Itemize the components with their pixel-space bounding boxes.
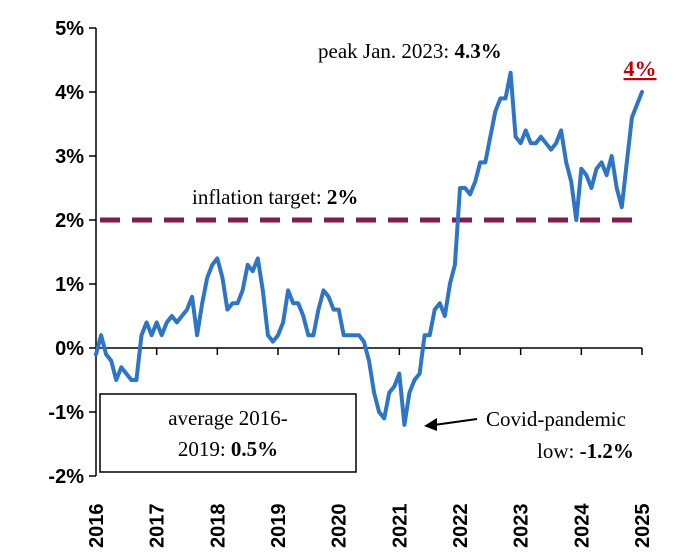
y-tick-label: 4% bbox=[55, 82, 84, 104]
target-annotation: inflation target: 2% bbox=[192, 185, 358, 209]
average-line2: 2019: 0.5% bbox=[178, 437, 278, 461]
peak-value: 4.3% bbox=[454, 39, 501, 63]
last-value-label: 4% bbox=[624, 56, 657, 81]
x-axis: 2016 2017 2018 2019 2020 2021 2022 2023 2024 2025 bbox=[86, 347, 654, 549]
x-tick-label: 2022 bbox=[450, 504, 472, 549]
y-axis: -2% -1% 0% 1% 2% 3% 4% 5% bbox=[48, 18, 97, 488]
y-tick-label: 2% bbox=[55, 210, 84, 232]
covid-line1: Covid-pandemic bbox=[486, 407, 626, 431]
x-tick-label: 2023 bbox=[511, 504, 533, 549]
y-tick-label: 5% bbox=[55, 18, 84, 40]
average-box bbox=[99, 393, 357, 473]
covid-line2: low: -1.2% bbox=[537, 439, 634, 463]
covid-arrow bbox=[433, 418, 478, 426]
x-tick-label: 2019 bbox=[268, 504, 290, 549]
x-tick-label: 2024 bbox=[571, 503, 593, 548]
average-line1: average 2016- bbox=[168, 406, 288, 430]
y-tick-label: 1% bbox=[55, 274, 84, 296]
target-value: 2% bbox=[327, 185, 359, 209]
peak-annotation: peak Jan. 2023: 4.3% bbox=[318, 39, 502, 63]
x-tick-label: 2017 bbox=[147, 504, 169, 549]
x-tick-label: 2016 bbox=[86, 504, 108, 549]
y-tick-label: 0% bbox=[55, 338, 84, 360]
x-tick-label: 2025 bbox=[632, 504, 654, 549]
x-tick-label: 2021 bbox=[389, 504, 411, 549]
series-line bbox=[94, 70, 644, 427]
y-tick-label: 3% bbox=[55, 146, 84, 168]
covid-value: -1.2% bbox=[580, 439, 634, 463]
y-tick-label: -2% bbox=[48, 466, 84, 488]
y-tick-label: -1% bbox=[48, 402, 84, 424]
average-value: 0.5% bbox=[231, 437, 278, 461]
covid-arrowhead bbox=[424, 418, 437, 431]
x-tick-label: 2020 bbox=[329, 504, 351, 549]
x-tick-label: 2018 bbox=[207, 504, 229, 549]
